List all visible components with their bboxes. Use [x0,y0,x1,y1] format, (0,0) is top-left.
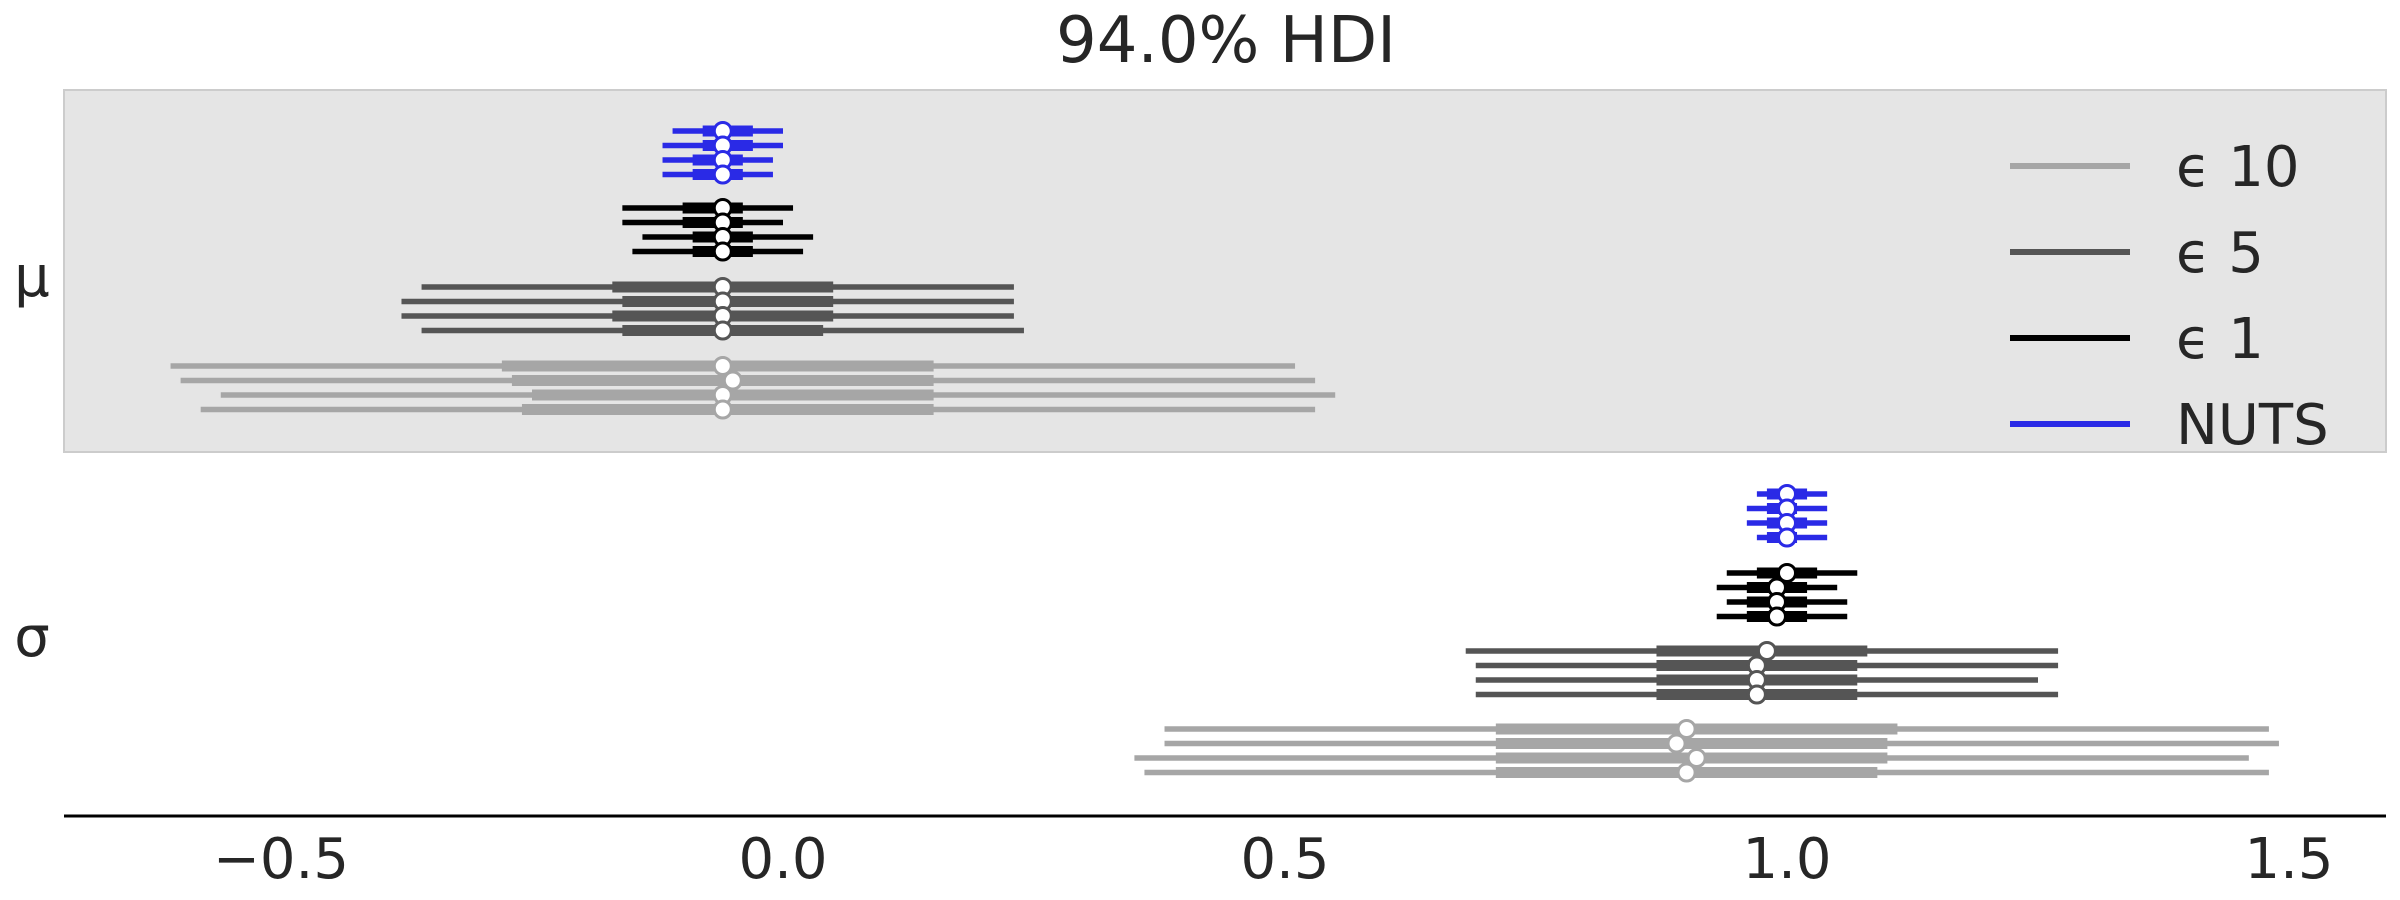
series-group [1134,719,2279,783]
median-point [1666,733,1687,754]
median-point [1756,641,1777,661]
x-tick-label: 0.0 [738,827,827,892]
median-point [712,356,733,376]
series-group [401,277,1024,341]
median-point [712,320,733,341]
param-label-sigma: σ [14,605,50,670]
median-point [722,370,743,391]
median-point [1766,606,1787,627]
shaded-band-mu [63,89,2387,453]
median-point [1777,527,1797,548]
median-point [1686,748,1707,768]
legend: ϵ 10 ϵ 5 ϵ 1 NUTS [2010,135,2329,458]
series-group [1465,641,2059,705]
series-group [1746,484,1828,548]
median-point [712,241,733,262]
median-point [712,399,733,420]
median-point [1676,762,1697,783]
x-tick-label: −0.5 [213,827,349,892]
median-point [1746,684,1767,705]
series-group [622,198,814,262]
x-tick-label: 1.5 [2244,827,2333,892]
series-group [170,356,1336,420]
param-label-mu: μ [14,245,50,310]
chart-title: 94.0% HDI [1056,4,1396,78]
series-group [1716,563,1858,627]
x-tick-label: 1.0 [1742,827,1831,892]
series-group [662,121,783,185]
legend-label: ϵ 10 [2176,135,2300,200]
median-point [1676,719,1697,739]
x-axis-ticks: −0.5 0.0 0.5 1.0 1.5 [213,827,2334,892]
x-tick-label: 0.5 [1240,827,1329,892]
legend-label: ϵ 5 [2176,221,2264,286]
median-point [712,164,733,185]
chart-marks [170,121,2279,783]
legend-label: NUTS [2176,393,2329,458]
legend-label: ϵ 1 [2176,307,2264,372]
median-point [1777,563,1797,583]
